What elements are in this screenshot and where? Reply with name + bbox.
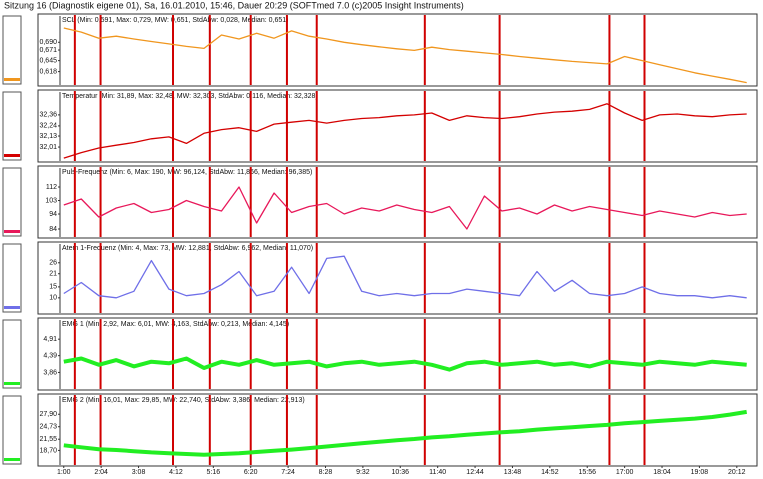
x-tick-label: 12:44 <box>466 469 484 476</box>
y-tick-label: 32,36 <box>39 112 57 119</box>
indicator-level <box>4 458 20 461</box>
y-tick-label: 4,91 <box>43 336 57 343</box>
y-tick-label: 0,618 <box>39 68 57 75</box>
x-tick-label: 13:48 <box>504 469 522 476</box>
panel: EMG 2 (Min: 16,01, Max: 29,85, MW: 22,74… <box>2 393 758 476</box>
x-tick-label: 17:00 <box>616 469 634 476</box>
x-tick-label: 2:04 <box>94 469 108 476</box>
y-tick-label: 27,90 <box>39 411 57 418</box>
indicator-box <box>2 319 22 389</box>
y-tick-label: 18,70 <box>39 447 57 454</box>
panel-frame <box>37 317 758 391</box>
signal-line <box>63 409 748 457</box>
y-tick-label: 84 <box>49 226 57 233</box>
signal-line <box>63 27 747 84</box>
indicator-level <box>4 78 20 81</box>
indicator-level <box>4 154 20 157</box>
y-tick-label: 3,86 <box>43 369 57 376</box>
x-tick-label: 15:56 <box>578 469 596 476</box>
x-tick-label: 8:28 <box>319 469 333 476</box>
y-tick-label: 10 <box>49 295 57 302</box>
panel-header: EMG 1 (Min: 2,92, Max: 6,01, MW: 4,163, … <box>62 321 289 328</box>
panel-frame <box>37 165 758 239</box>
panel: EMG 1 (Min: 2,92, Max: 6,01, MW: 4,163, … <box>2 317 758 391</box>
y-tick-label: 24,73 <box>39 424 57 431</box>
indicator-level <box>4 382 20 385</box>
y-tick-label: 32,01 <box>39 144 57 151</box>
indicator-box <box>2 15 22 85</box>
y-tick-label: 15 <box>49 284 57 291</box>
panel-frame <box>37 89 758 163</box>
y-tick-label: 0,645 <box>39 57 57 64</box>
panel: Atem 1-Frequenz (Min: 4, Max: 73, MW: 12… <box>2 241 758 315</box>
indicator-box <box>2 243 22 313</box>
x-tick-label: 9:32 <box>356 469 370 476</box>
y-tick-label: 26 <box>49 260 57 267</box>
x-tick-label: 20:12 <box>728 469 746 476</box>
indicator-box <box>2 395 22 465</box>
y-tick-label: 32,24 <box>39 123 57 130</box>
y-tick-label: 21,55 <box>39 436 57 443</box>
indicator-box <box>2 91 22 161</box>
x-tick-label: 10:36 <box>392 469 410 476</box>
y-tick-label: 0,690 <box>39 39 57 46</box>
panel-frame <box>37 393 758 467</box>
panel-header: Puls-Frequenz (Min: 6, Max: 190, MW: 96,… <box>62 169 312 176</box>
panel: Temperatur (Min: 31,89, Max: 32,48, MW: … <box>2 89 758 163</box>
y-tick-label: 94 <box>49 211 57 218</box>
x-tick-label: 3:08 <box>132 469 146 476</box>
x-tick-label: 18:04 <box>653 469 671 476</box>
y-tick-label: 21 <box>49 271 57 278</box>
panel-header: SCL (Min: 0,591, Max: 0,729, MW: 0,651, … <box>62 17 288 24</box>
panel-frame <box>37 241 758 315</box>
panel: Puls-Frequenz (Min: 6, Max: 190, MW: 96,… <box>2 165 758 239</box>
y-tick-label: 103 <box>45 197 57 204</box>
x-tick-label: 1:00 <box>57 469 71 476</box>
y-tick-label: 0,671 <box>39 47 57 54</box>
window-title: Sitzung 16 (Diagnostik eigene 01), Sa, 1… <box>4 0 464 10</box>
indicator-level <box>4 230 20 233</box>
x-tick-label: 11:40 <box>429 469 446 476</box>
indicator-level <box>4 306 20 309</box>
signal-line <box>63 255 747 299</box>
x-tick-label: 19:08 <box>691 469 709 476</box>
x-tick-label: 7:24 <box>281 469 295 476</box>
x-tick-label: 4:12 <box>169 469 183 476</box>
signal-line <box>63 356 747 372</box>
signal-line <box>63 186 747 230</box>
panel: SCL (Min: 0,591, Max: 0,729, MW: 0,651, … <box>2 13 758 87</box>
x-tick-label: 5:16 <box>207 469 221 476</box>
y-tick-label: 4,39 <box>43 352 57 359</box>
y-tick-label: 32,13 <box>39 133 57 140</box>
panel-header: Temperatur (Min: 31,89, Max: 32,48, MW: … <box>62 93 318 100</box>
panel-header: Atem 1-Frequenz (Min: 4, Max: 73, MW: 12… <box>62 245 313 252</box>
signal-line <box>63 103 747 159</box>
x-tick-label: 6:20 <box>244 469 258 476</box>
x-tick-label: 14:52 <box>541 469 559 476</box>
panel-frame <box>37 13 758 87</box>
indicator-box <box>2 167 22 237</box>
y-tick-label: 112 <box>46 184 57 191</box>
panel-header: EMG 2 (Min: 16,01, Max: 29,85, MW: 22,74… <box>62 397 305 404</box>
